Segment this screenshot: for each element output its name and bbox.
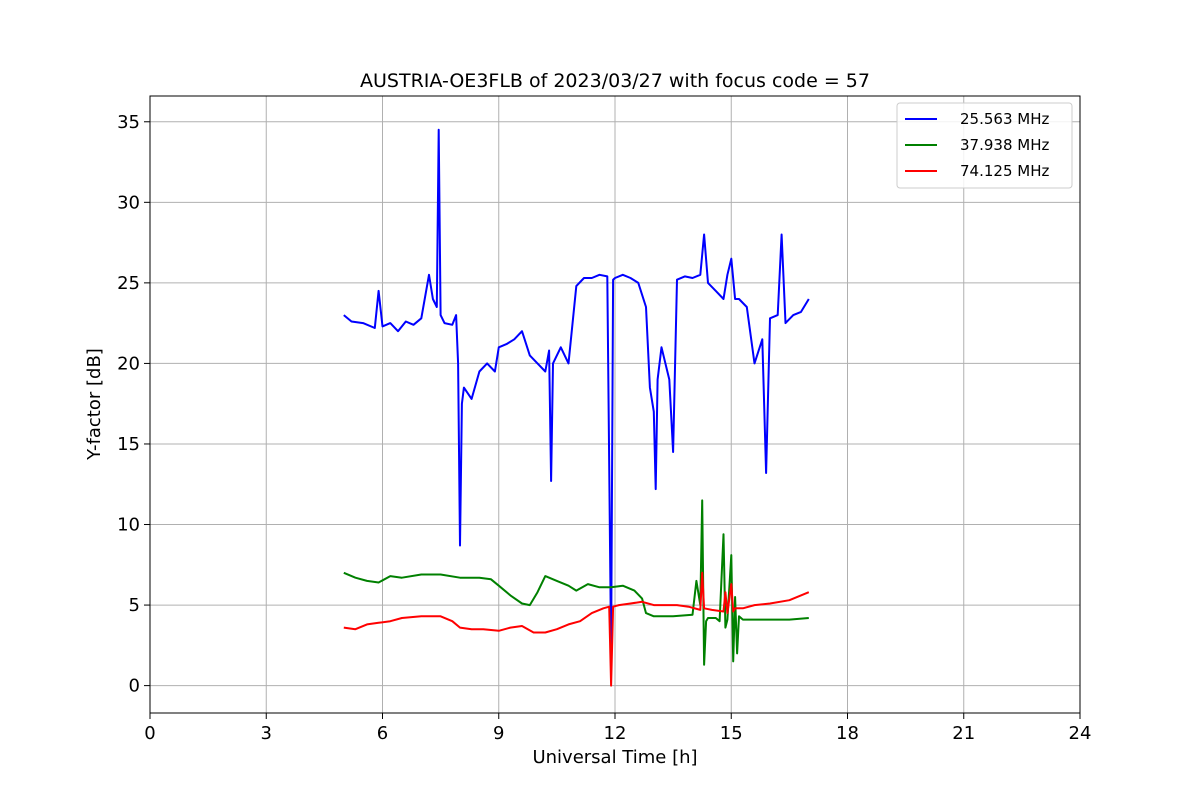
x-tick-label: 15 [720,723,743,744]
series-line-3 [343,571,810,687]
chart-title: AUSTRIA-OE3FLB of 2023/03/27 with focus … [360,70,870,92]
legend-label: 25.563 MHz [960,110,1049,128]
y-tick-label: 35 [117,112,140,133]
x-tick-label: 6 [377,723,388,744]
y-tick-label: 15 [117,434,140,455]
x-tick-label: 12 [604,723,627,744]
legend-box [896,102,1073,189]
legend-label: 74.125 MHz [960,162,1049,180]
x-tick-label: 3 [261,723,272,744]
y-axis: 0 5 10 15 20 25 30 35 [117,112,150,697]
y-tick-label: 5 [129,595,140,616]
x-tick-label: 21 [952,723,975,744]
x-tick-label: 18 [836,723,859,744]
series-line-1 [343,128,810,655]
x-tick-label: 0 [144,723,155,744]
y-tick-label: 0 [129,676,140,697]
series-line-2 [343,499,809,666]
legend: 25.563 MHz 37.938 MHz 74.125 MHz [896,102,1073,189]
y-tick-label: 10 [117,515,140,536]
y-axis-label: Y-factor [dB] [84,348,105,461]
y-tick-label: 25 [117,273,140,294]
x-tick-label: 24 [1069,723,1092,744]
x-axis-label: Universal Time [h] [532,747,697,768]
legend-label: 37.938 MHz [960,136,1049,154]
x-axis: 0 3 6 9 12 15 18 21 24 [144,713,1091,744]
y-tick-label: 30 [117,192,140,213]
series-layer [343,128,810,687]
x-tick-label: 9 [493,723,504,744]
y-tick-label: 20 [117,353,140,374]
